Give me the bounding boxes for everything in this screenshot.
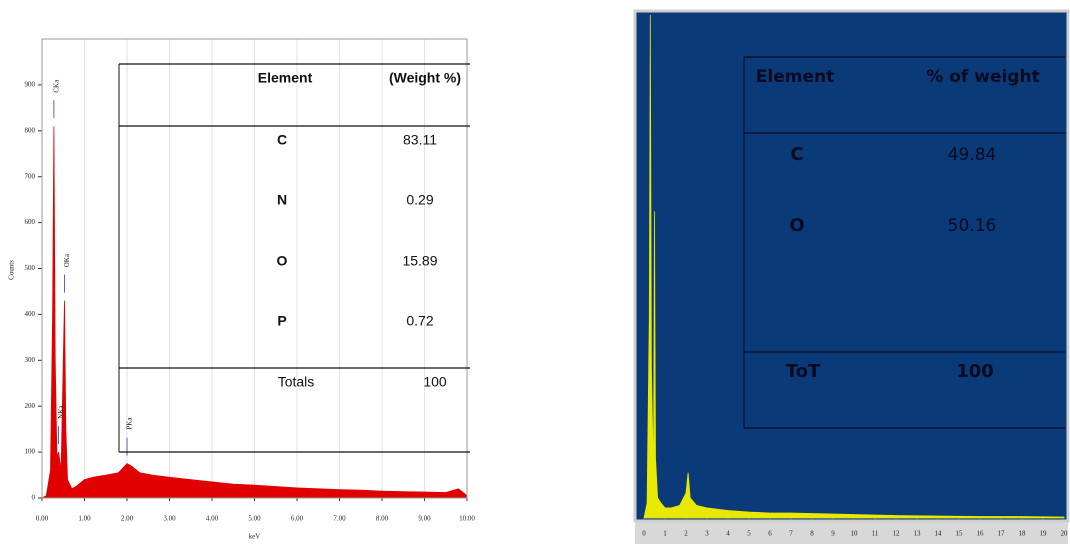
x-tick-label: 19: [1040, 530, 1048, 538]
x-tick-label: 6: [768, 530, 772, 538]
plot-background: [635, 11, 1068, 521]
x-tick-label: 3: [705, 530, 709, 538]
y-axis-label: Counts: [8, 260, 16, 280]
y-tick-label: 900: [25, 81, 36, 89]
table-total: Totals: [278, 374, 315, 390]
x-tick-label: 12: [893, 530, 901, 538]
table-cell: 50.16: [948, 216, 997, 236]
annotation: PKa: [126, 417, 134, 430]
table-cell: C: [790, 144, 803, 165]
y-tick-label: 200: [25, 402, 36, 410]
x-tick-label: 0: [642, 530, 646, 538]
table-cell: 0.29: [406, 192, 433, 208]
table-header: Element: [756, 67, 834, 87]
table-cell: 15.89: [402, 253, 437, 269]
table-total: 100: [956, 361, 994, 382]
table-cell: C: [277, 132, 287, 148]
annotation: NKa: [57, 405, 65, 419]
x-tick-label: 7.00: [333, 515, 346, 523]
axis-strip: [635, 521, 1068, 544]
y-tick-label: 800: [25, 126, 36, 134]
x-tick-label: 16: [977, 530, 985, 538]
x-tick-label: 4: [726, 530, 730, 538]
x-tick-label: 15: [956, 530, 964, 538]
annotation: OKa: [63, 253, 71, 267]
y-tick-label: 500: [25, 264, 36, 272]
plot-frame: [41, 38, 468, 499]
x-tick-label: 4.00: [206, 515, 219, 523]
x-tick-label: 9: [831, 530, 835, 538]
table-cell: O: [277, 253, 288, 269]
x-tick-label: 1.00: [78, 515, 91, 523]
y-tick-label: 400: [25, 310, 36, 318]
x-tick-label: 17: [998, 530, 1006, 538]
table-cell: 0.72: [406, 313, 433, 329]
x-tick-label: 0.00: [36, 515, 49, 523]
table-cell: 49.84: [948, 145, 997, 165]
x-tick-label: 9.00: [418, 515, 431, 523]
x-tick-label: 8: [810, 530, 814, 538]
table-cell: O: [789, 215, 804, 236]
spectrum: [643, 14, 1065, 519]
spectrum: [41, 126, 468, 499]
x-tick-label: 10: [851, 530, 859, 538]
x-tick-label: 2.00: [121, 515, 134, 523]
x-tick-label: 6.00: [291, 515, 304, 523]
x-tick-label: 3.00: [163, 515, 176, 523]
x-tick-label: 11: [872, 530, 879, 538]
y-tick-label: 600: [25, 218, 36, 226]
table-header: (Weight %): [389, 70, 461, 86]
x-tick-label: 5: [747, 530, 751, 538]
x-tick-label: 8.00: [376, 515, 389, 523]
x-tick-label: 7: [789, 530, 793, 538]
y-tick-label: 300: [25, 356, 36, 364]
y-tick-label: 0: [32, 494, 36, 502]
table-cell: P: [277, 313, 286, 329]
table-total: 100: [423, 374, 447, 390]
x-tick-label: 13: [914, 530, 922, 538]
annotation: CKa: [53, 79, 61, 93]
table-cell: 83.11: [403, 132, 437, 148]
table-header: Element: [258, 70, 313, 86]
table-header: % of weight: [926, 67, 1039, 87]
x-tick-label: 10.00: [459, 515, 475, 523]
x-tick-label: 14: [935, 530, 943, 538]
table-cell: N: [277, 192, 287, 208]
x-tick-label: 2: [684, 530, 688, 538]
x-tick-label: 1: [663, 530, 667, 538]
x-tick-label: 20: [1061, 530, 1069, 538]
plot-frame: [633, 9, 1070, 523]
y-tick-label: 700: [25, 172, 36, 180]
table-total: ToT: [786, 361, 821, 382]
x-axis-label: keV: [249, 533, 261, 541]
x-tick-label: 18: [1019, 530, 1027, 538]
x-tick-label: 5.00: [248, 515, 261, 523]
y-tick-label: 100: [25, 448, 36, 456]
